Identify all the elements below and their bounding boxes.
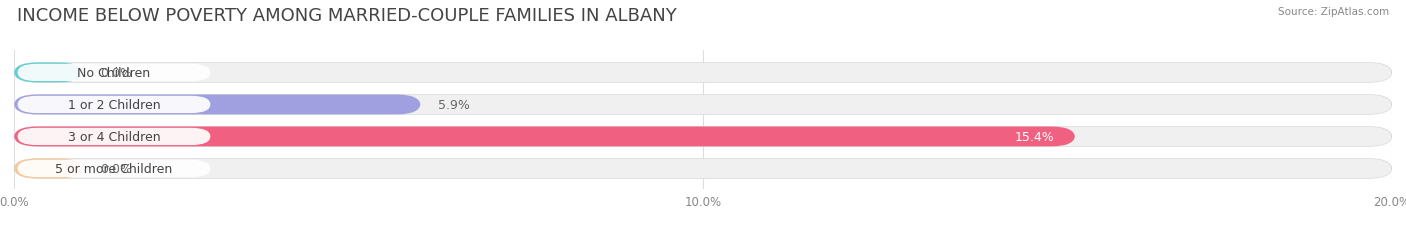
Text: 1 or 2 Children: 1 or 2 Children — [67, 98, 160, 112]
FancyBboxPatch shape — [14, 63, 1392, 83]
FancyBboxPatch shape — [14, 95, 1392, 115]
FancyBboxPatch shape — [14, 127, 1392, 147]
FancyBboxPatch shape — [14, 127, 1076, 147]
FancyBboxPatch shape — [14, 159, 1392, 179]
Text: 5 or more Children: 5 or more Children — [55, 162, 173, 175]
Text: 5.9%: 5.9% — [437, 98, 470, 112]
Text: No Children: No Children — [77, 67, 150, 80]
FancyBboxPatch shape — [14, 63, 83, 83]
FancyBboxPatch shape — [17, 96, 211, 114]
FancyBboxPatch shape — [17, 160, 211, 177]
Text: 3 or 4 Children: 3 or 4 Children — [67, 130, 160, 143]
FancyBboxPatch shape — [14, 95, 420, 115]
FancyBboxPatch shape — [14, 159, 83, 179]
FancyBboxPatch shape — [17, 128, 211, 146]
Text: 0.0%: 0.0% — [100, 162, 132, 175]
Text: 0.0%: 0.0% — [100, 67, 132, 80]
Text: Source: ZipAtlas.com: Source: ZipAtlas.com — [1278, 7, 1389, 17]
FancyBboxPatch shape — [17, 64, 211, 82]
Text: INCOME BELOW POVERTY AMONG MARRIED-COUPLE FAMILIES IN ALBANY: INCOME BELOW POVERTY AMONG MARRIED-COUPL… — [17, 7, 676, 25]
Text: 15.4%: 15.4% — [1015, 130, 1054, 143]
